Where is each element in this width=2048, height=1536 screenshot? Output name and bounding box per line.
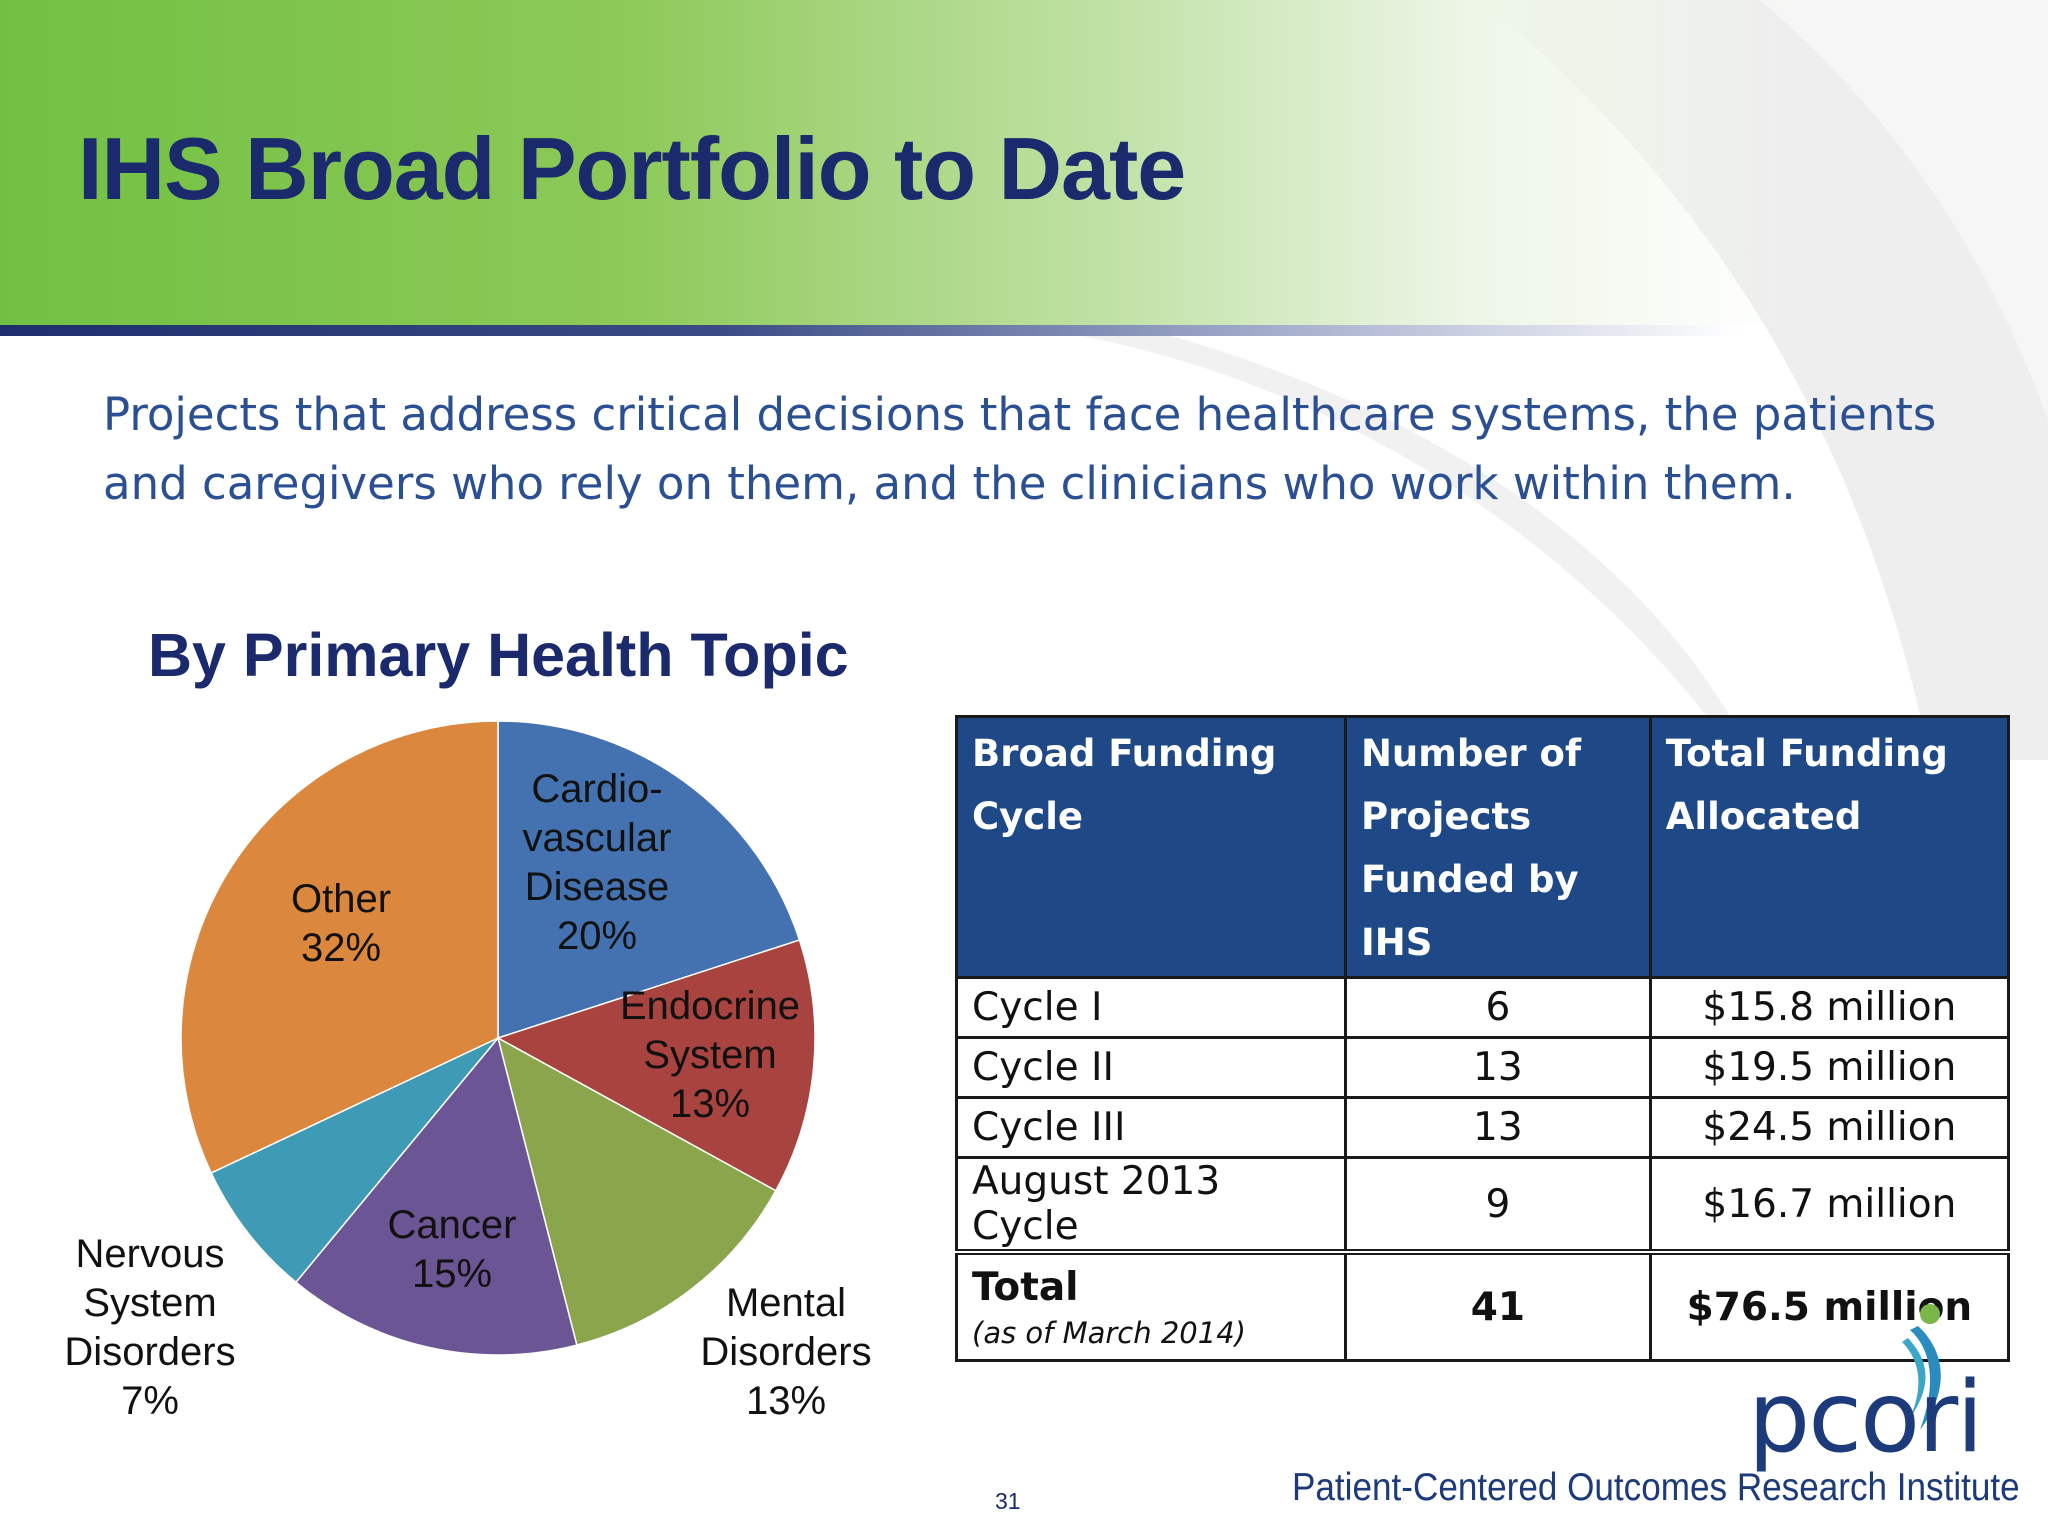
pie-slice [180,720,499,1174]
total-note: (as of March 2014) [972,1315,1246,1350]
cell-projects: 13 [1343,1096,1652,1159]
cell-cycle: Cycle III [955,1096,1347,1159]
cell-funding: $19.5 million [1648,1036,2011,1099]
header-funding: Total Funding Allocated [1648,715,2011,979]
pcori-figure-icon [1902,1304,1941,1430]
cell-projects: 13 [1343,1036,1652,1099]
cell-projects: 6 [1343,976,1652,1039]
pie-slice [294,1036,578,1356]
pie-slice-label: Mental Disorders 13% [700,1281,871,1423]
pie-slice-label: Endocrine System 13% [620,984,800,1126]
pcori-tagline: Patient-Centered Outcomes Research Insti… [1292,1466,2020,1509]
cell-total-projects: 41 [1343,1249,1652,1362]
pie-slice [497,720,801,1040]
cell-funding: $15.8 million [1648,976,2011,1039]
pie-slice [210,1037,499,1284]
total-label: Total [972,1264,1079,1310]
table-header-row: Broad Funding Cycle Number of Projects F… [955,715,2011,979]
cell-total-label: Total (as of March 2014) [955,1249,1347,1362]
pcori-logo: pcori [1748,1361,1984,1475]
cell-funding: $16.7 million [1648,1156,2011,1254]
table-total-row: Total (as of March 2014) 41 $76.5 millio… [955,1249,2011,1362]
cell-projects: 9 [1343,1156,1652,1254]
table-row: August 2013 Cycle 9 $16.7 million [955,1156,2011,1254]
cell-cycle: Cycle I [955,976,1347,1039]
slide-title: IHS Broad Portfolio to Date [78,119,1186,218]
table-row: Cycle I 6 $15.8 million [955,976,2011,1039]
pie-slice-label: Nervous System Disorders 7% [64,1232,235,1423]
header-band [0,0,2048,325]
pie-slice [496,1036,777,1346]
header-rule [0,325,2048,336]
pie-slice-label: Other 32% [291,877,391,970]
pie-slice-label: Cancer 15% [388,1203,517,1296]
header-projects: Number of Projects Funded by IHS [1343,715,1652,979]
cell-cycle: August 2013 Cycle [955,1156,1347,1254]
cell-cycle: Cycle II [955,1036,1347,1099]
page-number: 31 [995,1488,1021,1514]
cell-total-funding: $76.5 million [1648,1249,2011,1362]
pie-slice-label: Cardio-vascular Disease 20% [523,767,672,958]
table-row: Cycle II 13 $19.5 million [955,1036,2011,1099]
table-row: Cycle III 13 $24.5 million [955,1096,2011,1159]
slide-subtitle: Projects that address critical decisions… [103,388,1937,510]
pie-slice [496,939,816,1192]
funding-table: Broad Funding Cycle Number of Projects F… [955,715,2011,1362]
chart-title: By Primary Health Topic [148,621,849,689]
cell-funding: $24.5 million [1648,1096,2011,1159]
header-cycle: Broad Funding Cycle [955,715,1347,979]
pie-chart: Cardio-vascular Disease 20% Endocrine System… [64,720,872,1423]
